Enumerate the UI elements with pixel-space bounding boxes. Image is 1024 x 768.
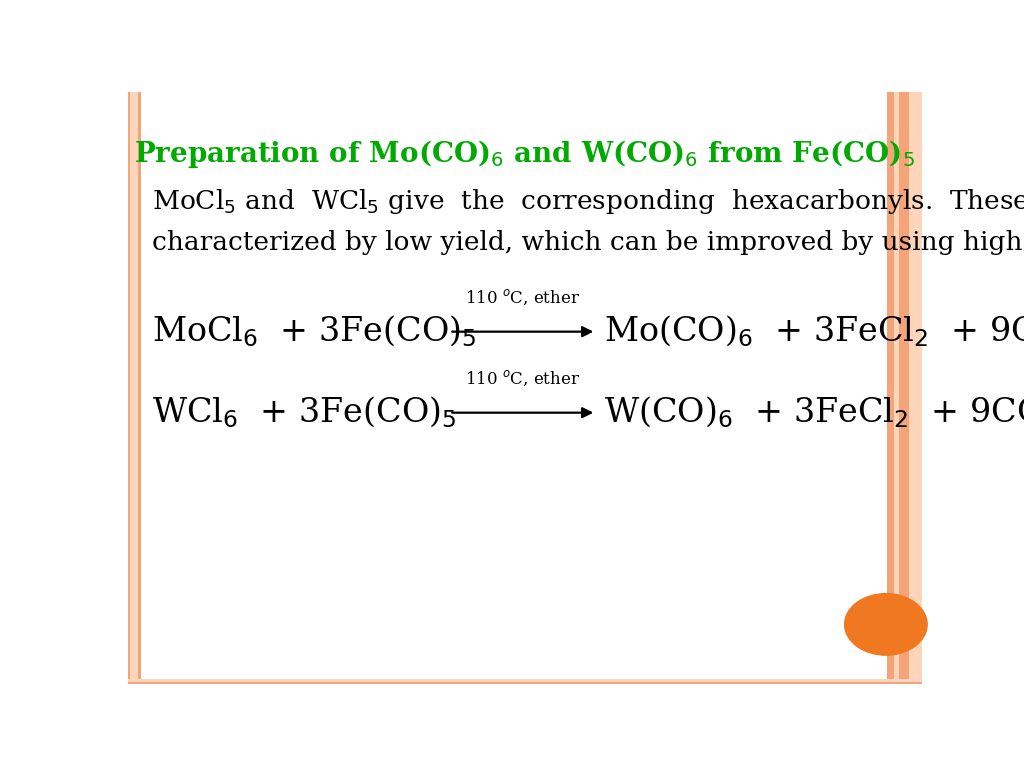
Text: Preparation of Mo(CO)$_6$ and W(CO)$_6$ from Fe(CO)$_5$: Preparation of Mo(CO)$_6$ and W(CO)$_6$ … xyxy=(134,138,915,170)
Bar xyxy=(138,92,140,684)
Text: MoCl$_5$ and  WCl$_5$ give  the  corresponding  hexacarbonyls.  These  reactions: MoCl$_5$ and WCl$_5$ give the correspond… xyxy=(152,187,1024,216)
Bar xyxy=(912,92,922,684)
Bar xyxy=(128,682,922,684)
Bar xyxy=(899,92,909,684)
Text: MoCl$_6$  + 3Fe(CO)$_5$: MoCl$_6$ + 3Fe(CO)$_5$ xyxy=(152,314,476,349)
Circle shape xyxy=(845,594,927,655)
Bar xyxy=(128,92,130,684)
Text: 110 $^o$C, ether: 110 $^o$C, ether xyxy=(465,369,581,388)
Bar xyxy=(128,679,922,684)
Bar xyxy=(888,92,894,684)
Text: WCl$_6$  + 3Fe(CO)$_5$: WCl$_6$ + 3Fe(CO)$_5$ xyxy=(152,395,457,430)
Bar xyxy=(134,92,138,684)
Bar xyxy=(888,92,922,684)
Text: Mo(CO)$_6$  + 3FeCl$_2$  + 9CO: Mo(CO)$_6$ + 3FeCl$_2$ + 9CO xyxy=(604,314,1024,349)
Text: characterized by low yield, which can be improved by using high pressure.: characterized by low yield, which can be… xyxy=(152,230,1024,256)
Text: W(CO)$_6$  + 3FeCl$_2$  + 9CO: W(CO)$_6$ + 3FeCl$_2$ + 9CO xyxy=(604,395,1024,430)
Bar xyxy=(128,92,134,684)
Text: 110 $^o$C, ether: 110 $^o$C, ether xyxy=(465,287,581,307)
